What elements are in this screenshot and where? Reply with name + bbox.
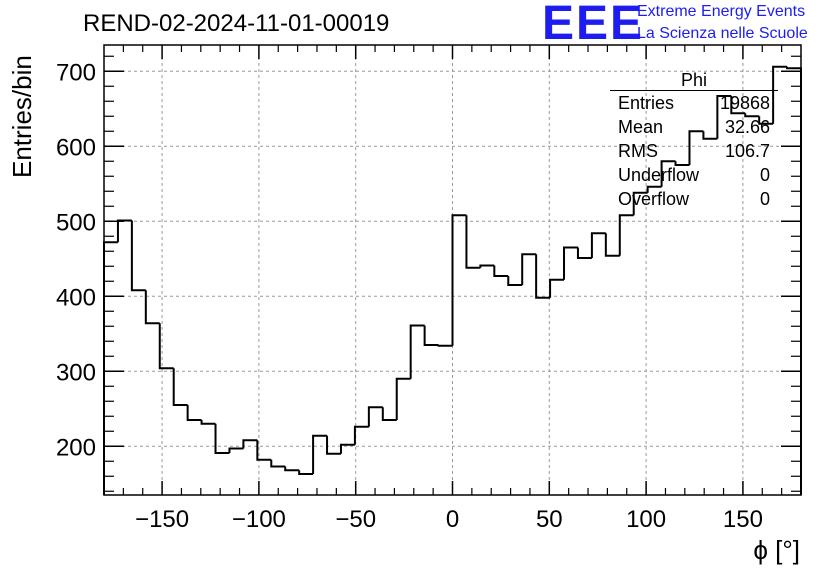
histogram-bin xyxy=(312,434,328,474)
histogram-bin xyxy=(590,232,606,258)
histogram-bin xyxy=(298,470,314,475)
stats-row-mean: Mean 32.66 xyxy=(610,115,778,139)
x-tick-label: 0 xyxy=(446,506,459,533)
histogram-bin xyxy=(479,264,495,268)
histogram-bin xyxy=(702,131,718,140)
plot-title: REND-02-2024-11-01-00019 xyxy=(83,10,390,37)
stats-value: 0 xyxy=(759,165,770,185)
histogram-bin xyxy=(632,191,648,216)
histogram-bin xyxy=(604,233,620,257)
stats-box: Phi Entries 19868 Mean 32.66 RMS 106.7 U… xyxy=(610,70,778,211)
y-tick-label: 500 xyxy=(56,209,96,236)
histogram-bin xyxy=(409,324,425,379)
histogram-bin xyxy=(688,130,704,165)
x-tick-label: −50 xyxy=(335,506,376,533)
histogram-bin xyxy=(437,344,453,347)
histogram-bin xyxy=(465,215,481,269)
logo-line-1: Extreme Energy Events xyxy=(637,3,806,20)
histogram-bin xyxy=(563,246,578,280)
histogram-bin xyxy=(158,323,174,370)
histogram-bin xyxy=(423,325,439,346)
histogram-bin xyxy=(186,405,202,421)
histogram-bin xyxy=(576,247,592,259)
histogram-bin xyxy=(200,420,216,425)
y-tick-label: 400 xyxy=(56,284,96,311)
y-tick-label: 600 xyxy=(56,134,96,161)
histogram-bin xyxy=(660,160,676,187)
stats-value: 106.7 xyxy=(724,141,770,161)
histogram-bin xyxy=(716,95,732,139)
tick-labels: −150 −100 −50 0 50 100 150 200 300 400 500 600 700 xyxy=(56,59,763,533)
stats-key: Entries xyxy=(618,93,675,113)
histogram-bin xyxy=(367,406,383,427)
histogram-bin xyxy=(744,113,760,118)
histogram-bin xyxy=(395,377,411,420)
stats-key: Underflow xyxy=(618,165,700,185)
histogram-bin xyxy=(758,116,774,125)
histogram-bin xyxy=(172,368,188,406)
stats-row-rms: RMS 106.7 xyxy=(610,139,778,163)
eee-logo: EEE xyxy=(542,0,645,50)
x-tick-label: 50 xyxy=(536,506,563,533)
histogram-bin xyxy=(326,435,341,455)
x-tick-label: 100 xyxy=(626,506,666,533)
histogram-bin xyxy=(144,290,160,325)
histogram-bin xyxy=(521,253,537,285)
histogram-bin xyxy=(381,407,397,421)
histogram-bin xyxy=(674,161,690,166)
histogram-bin xyxy=(256,440,272,461)
histogram-bin xyxy=(493,265,509,277)
histogram-bin xyxy=(618,214,634,256)
stats-value: 32.66 xyxy=(724,117,770,137)
histogram-bin xyxy=(535,254,551,299)
histogram-bin xyxy=(772,65,788,124)
histogram-bin xyxy=(646,185,662,193)
histogram-bin xyxy=(507,276,523,286)
histogram-bin xyxy=(103,241,118,495)
histogram-bin xyxy=(242,439,258,449)
stats-key: Overflow xyxy=(618,189,690,209)
x-tick-label: 150 xyxy=(723,506,763,533)
x-tick-label: −150 xyxy=(135,506,189,533)
histogram-bin xyxy=(549,278,565,298)
x-tick-label: −100 xyxy=(232,506,286,533)
y-tick-label: 200 xyxy=(56,434,96,461)
logo-line-2: La Scienza nelle Scuole xyxy=(637,25,808,42)
stats-key: Mean xyxy=(618,117,664,137)
histogram-bin xyxy=(730,96,746,115)
histogram-bin xyxy=(284,466,300,472)
histogram-bin xyxy=(116,219,132,243)
histogram-bin xyxy=(228,447,244,453)
stats-value: 19868 xyxy=(719,93,770,113)
histogram-bin xyxy=(451,214,467,346)
histogram-bin xyxy=(339,443,355,454)
y-axis-label: Entries/bin xyxy=(7,55,37,178)
stats-row-underflow: Underflow 0 xyxy=(610,163,778,187)
axis-ticks xyxy=(104,45,801,495)
histogram-bin xyxy=(214,423,230,454)
stats-value: 0 xyxy=(759,189,770,209)
x-axis-label: ϕ [°] xyxy=(753,535,800,565)
histogram-bin xyxy=(353,425,369,445)
stats-title: Phi xyxy=(610,70,778,91)
histogram-bin xyxy=(130,220,146,292)
histogram-bin xyxy=(270,459,286,468)
stats-row-entries: Entries 19868 xyxy=(610,91,778,115)
y-tick-label: 700 xyxy=(56,59,96,86)
stats-key: RMS xyxy=(618,141,658,161)
stats-row-overflow: Overflow 0 xyxy=(610,187,778,211)
y-tick-label: 300 xyxy=(56,359,96,386)
